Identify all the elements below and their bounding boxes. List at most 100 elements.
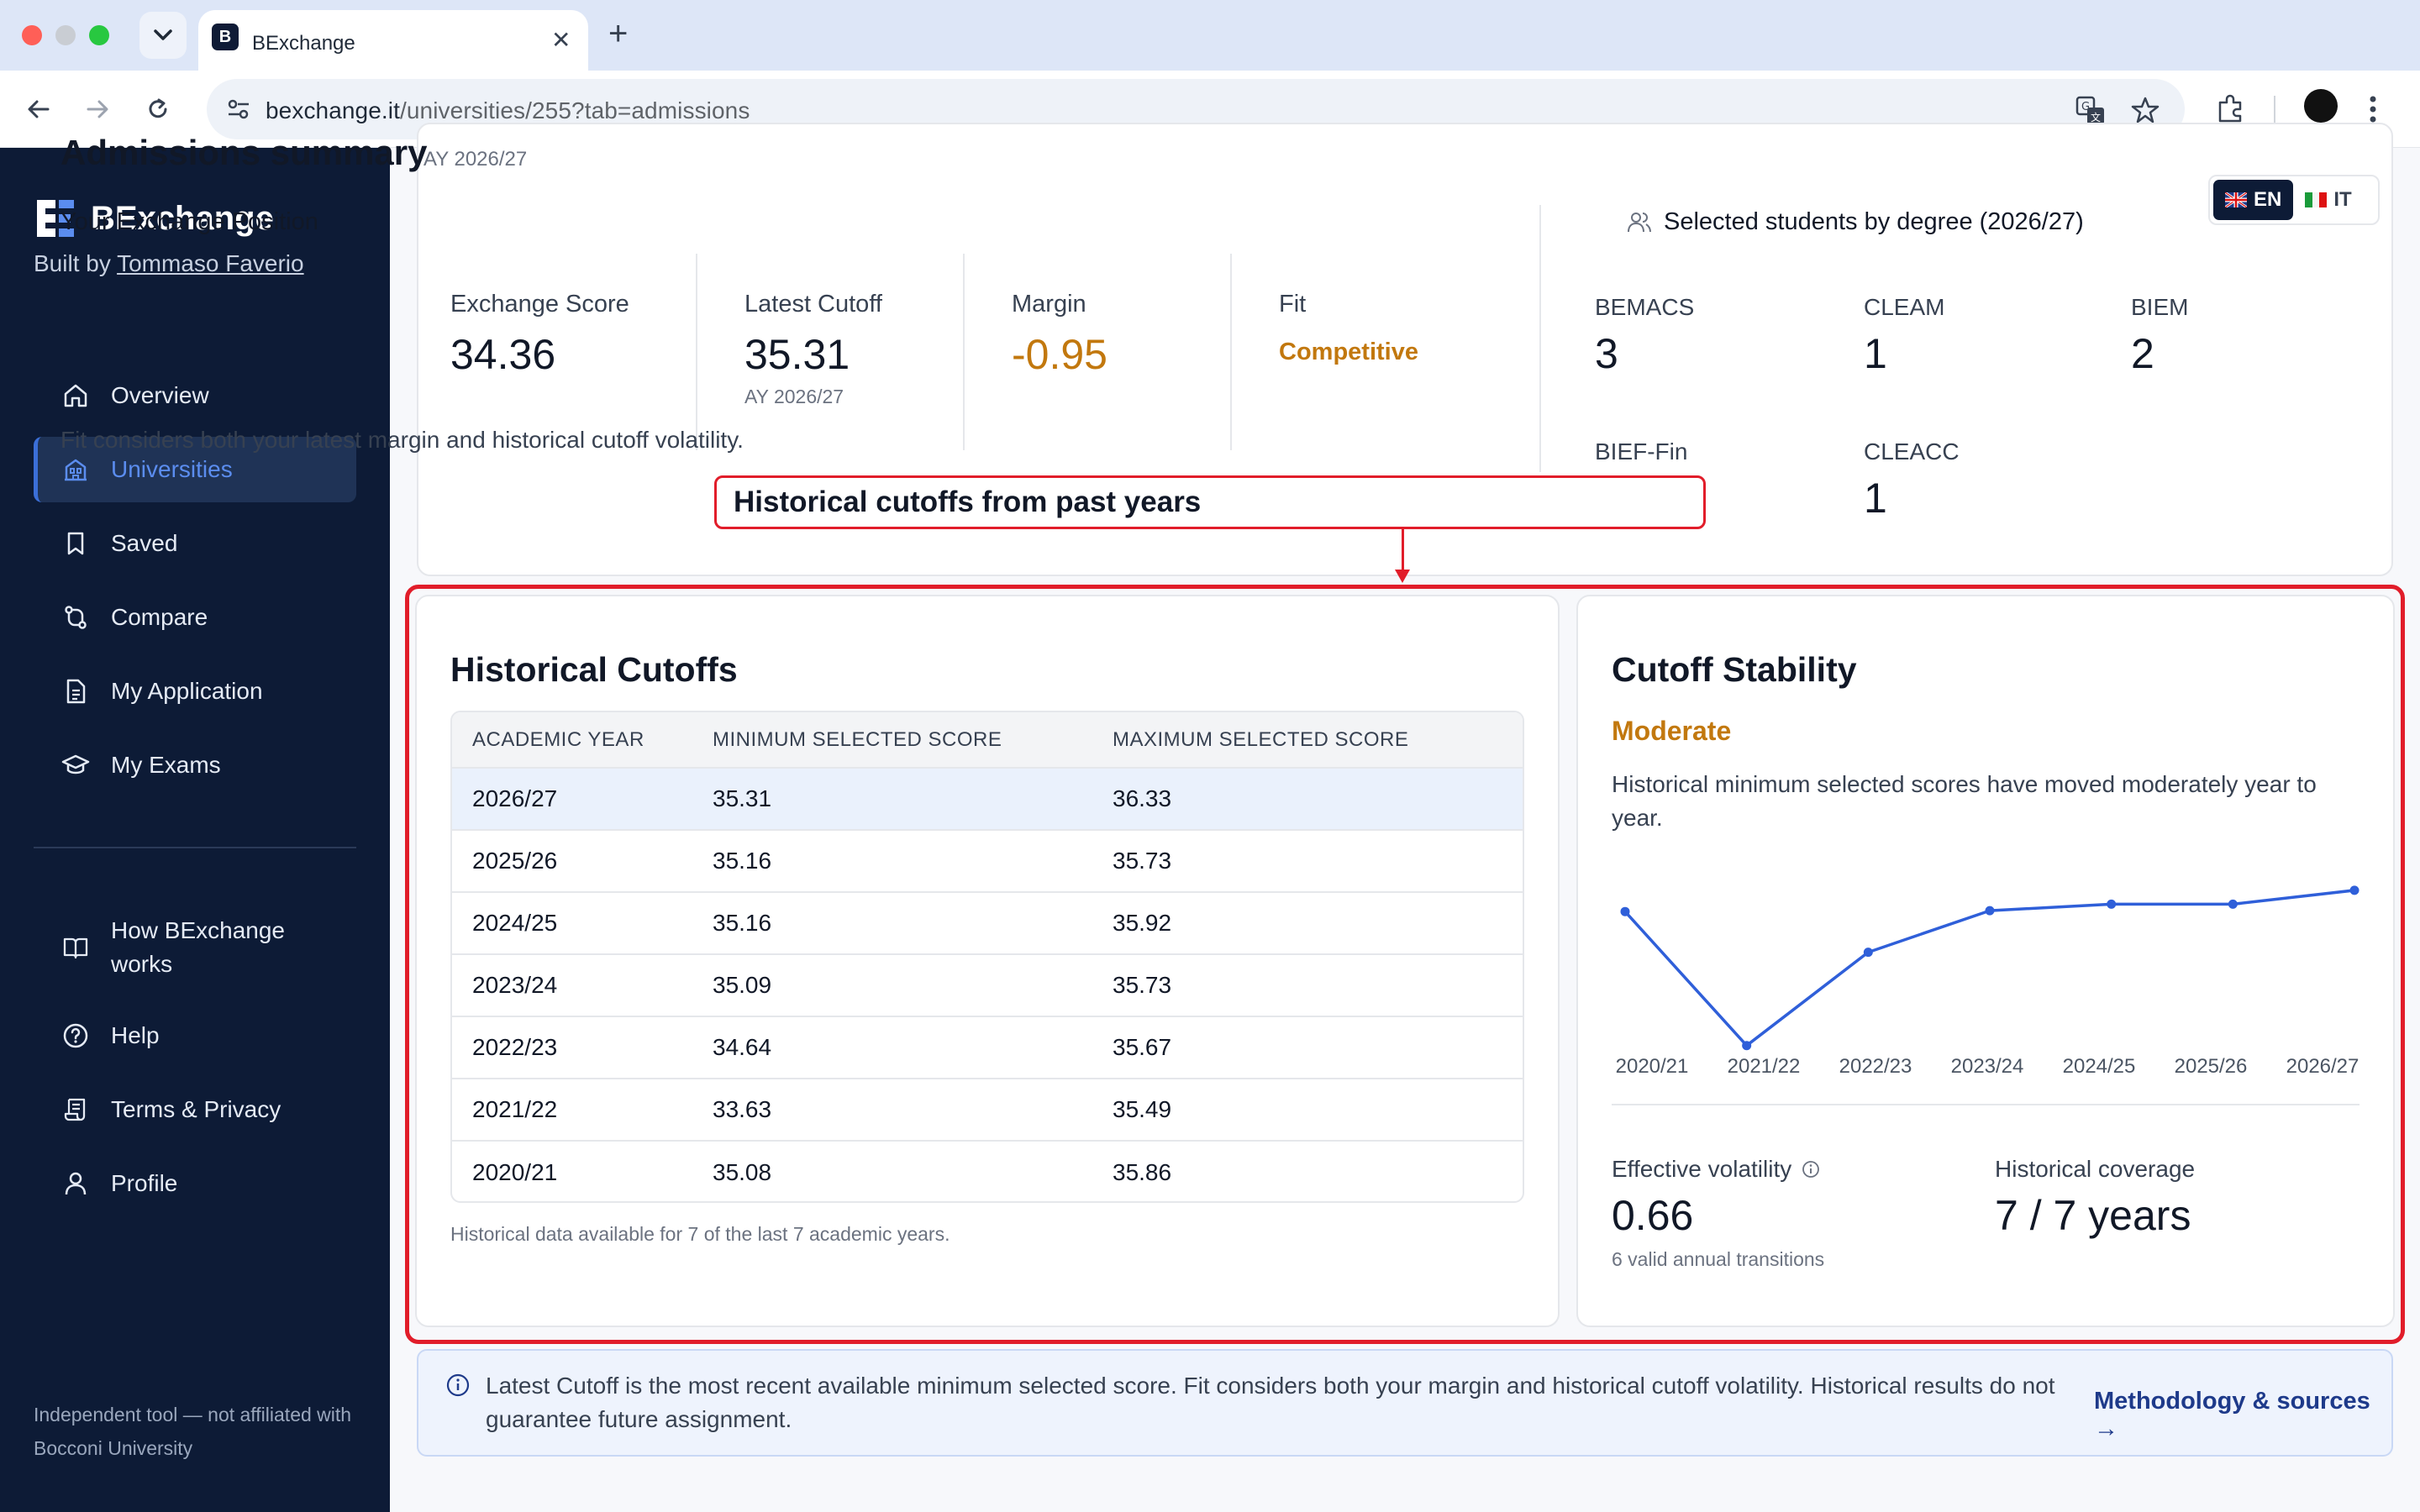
degree-count: 3 [1595,330,1618,377]
data-point[interactable] [1742,1041,1752,1051]
site-settings-icon[interactable] [225,96,252,123]
sidebar-item-label: My Application [111,678,263,704]
back-button[interactable] [20,91,57,128]
methodology-link[interactable]: Methodology & sources → [2094,1388,2370,1442]
users-icon [1628,212,1651,232]
info-icon [446,1373,470,1397]
window-minimize-button[interactable] [55,25,76,45]
margin-value: -0.95 [1012,331,1107,378]
sidebar-item-compare[interactable]: Compare [34,585,356,650]
transitions-note: 6 valid annual transitions [1612,1248,1825,1270]
table-header-row: ACADEMIC YEAR MINIMUM SELECTED SCORE MAX… [452,712,1523,769]
data-point[interactable] [2228,899,2238,909]
help-icon [60,1021,91,1051]
margin-metric: Margin -0.95 [1012,291,1107,379]
degree-name: CLEACC [1864,438,1960,465]
sidebar-item-how-it-works[interactable]: How BExchange works [34,907,356,988]
table-cell: 2025/26 [452,830,713,893]
fit-badge: Competitive [1279,339,1418,365]
effective-volatility-kpi: Effective volatility 0.66 6 valid annual… [1612,1156,1824,1271]
avatar[interactable] [2304,89,2338,123]
tab-title: BExchange [252,32,355,55]
scroll-icon [60,1095,91,1125]
effective-volatility-value: 0.66 [1612,1192,1694,1239]
table-row: 2025/26 35.16 35.73 [452,830,1523,893]
latest-cutoff-metric: Latest Cutoff 35.31 AY 2026/27 [744,291,882,408]
sidebar-item-label: Overview [111,382,209,408]
sidebar-item-profile[interactable]: Profile [34,1151,356,1216]
forward-button[interactable] [79,91,116,128]
arrow-left-icon [28,100,50,118]
sidebar-item-overview[interactable]: Overview [34,363,356,428]
effective-volatility-label: Effective volatility [1612,1156,1792,1182]
star-icon[interactable] [2131,96,2160,124]
fit-note: Fit considers both your latest margin an… [60,427,744,453]
translate-icon[interactable]: G文 [2075,96,2106,126]
metric-label: Margin [1012,291,1086,318]
data-point[interactable] [1863,948,1873,958]
annotation-connector [1402,529,1404,576]
sidebar-item-saved[interactable]: Saved [34,511,356,576]
info-icon[interactable] [1802,1160,1820,1179]
stability-level-badge: Moderate [1612,716,1732,746]
sidebar-item-label: Compare [111,604,208,630]
degree-item: CLEAM 1 [1864,294,1944,378]
sidebar-item-label: How BExchange works [111,917,286,977]
academic-year-label: AY 2026/27 [424,148,528,171]
latest-cutoff-ay: AY 2026/27 [744,386,844,407]
new-tab-button[interactable]: + [608,15,629,52]
window-zoom-button[interactable] [89,25,109,45]
data-point[interactable] [2107,899,2117,909]
user-icon [60,1168,91,1199]
data-point[interactable] [2349,885,2360,895]
language-en-button[interactable]: EN [2213,180,2294,220]
sidebar-item-my-application[interactable]: My Application [34,659,356,724]
table-cell: 33.63 [713,1079,1113,1142]
data-point[interactable] [1985,906,1995,916]
annotation-callout: Historical cutoffs from past years [714,475,1706,529]
table-cell: 2021/22 [452,1079,713,1142]
metric-divider [1230,254,1232,450]
fit-metric: Fit Competitive [1279,291,1418,366]
built-by: Built by Tommaso Faverio [34,250,304,277]
sidebar-item-label: Terms & Privacy [111,1096,281,1122]
sidebar-item-universities[interactable]: Universities [34,437,356,502]
browser-tab[interactable]: B BExchange ✕ [198,10,588,71]
author-link[interactable]: Tommaso Faverio [117,250,304,276]
brand[interactable]: BExchange [35,198,274,239]
extensions-icon[interactable] [2215,92,2247,124]
column-header: MAXIMUM SELECTED SCORE [1113,712,1523,769]
degree-name: BIEF-Fin [1595,438,1688,465]
banner-text: Latest Cutoff is the most recent availab… [486,1373,2055,1432]
exchange-score-value: 34.36 [450,331,556,378]
sidebar-item-label: Profile [111,1170,178,1196]
cutoff-stability-chart [1620,885,2360,1051]
table-cell: 2022/23 [452,1016,713,1079]
degree-item: CLEACC 1 [1864,438,1960,522]
reload-button[interactable] [139,91,176,128]
close-icon[interactable]: ✕ [551,27,571,53]
table-cell: 34.64 [713,1016,1113,1079]
x-tick-label: 2025/26 [2174,1055,2248,1078]
table-cell: 2024/25 [452,892,713,955]
brand-name: BExchange [91,199,274,237]
tab-search-button[interactable] [139,12,187,59]
table-cell: 35.16 [713,830,1113,893]
more-menu-icon[interactable] [2368,94,2378,124]
language-it-button[interactable]: IT [2293,180,2363,220]
sidebar-item-terms-privacy[interactable]: Terms & Privacy [34,1077,356,1142]
sidebar-item-label: Saved [111,530,178,556]
sidebar: BExchange Built by Tommaso Faverio Overv… [0,148,390,1512]
sidebar-item-label: Help [111,1022,160,1048]
annotation-arrow-icon [1395,570,1410,583]
table-row: 2020/21 35.08 35.86 [452,1141,1523,1201]
sidebar-item-my-exams[interactable]: My Exams [34,732,356,798]
sidebar-item-label: My Exams [111,752,221,778]
latest-cutoff-value: 35.31 [744,331,850,378]
window-close-button[interactable] [22,25,42,45]
built-by-prefix: Built by [34,250,118,276]
sidebar-item-help[interactable]: Help [34,1003,356,1068]
url-text[interactable]: bexchange.it/universities/255?tab=admiss… [266,97,750,124]
data-point[interactable] [1620,906,1630,916]
annotation-highlight-box [405,585,2405,1344]
